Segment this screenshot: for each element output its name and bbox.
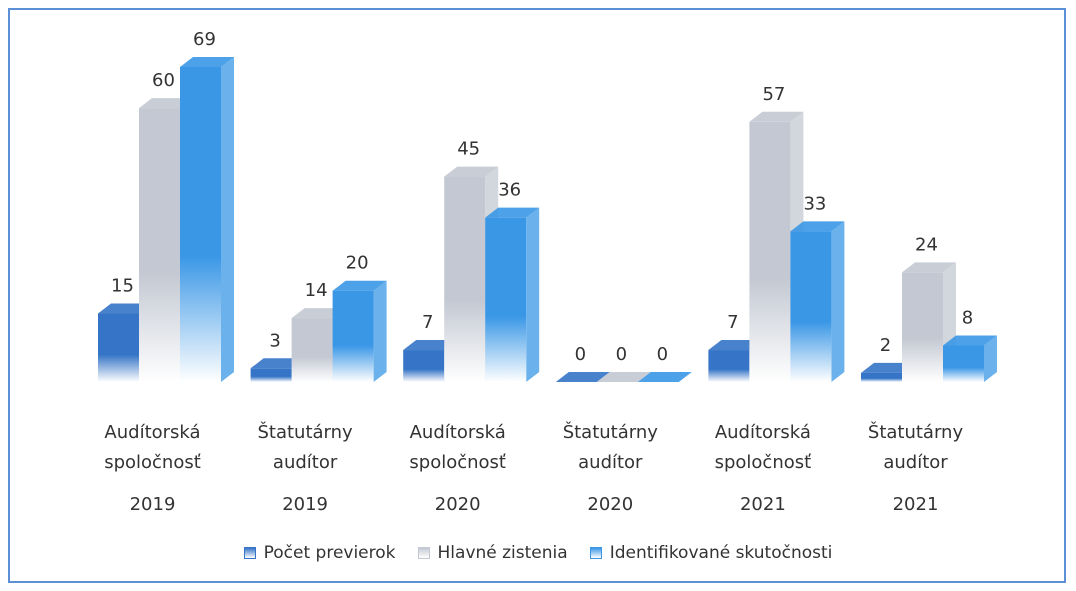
data-label: 20: [346, 253, 369, 274]
data-label: 7: [727, 312, 738, 333]
data-label: 15: [111, 276, 134, 297]
bar: [250, 368, 292, 382]
bar-top: [485, 207, 540, 218]
bar: [790, 231, 832, 382]
x-tick-year: 2021: [892, 494, 939, 515]
x-tick-year: 2019: [129, 494, 176, 515]
data-label: 0: [657, 344, 668, 365]
data-label: 33: [803, 193, 826, 214]
x-tick-label: Audítorská spoločnosť: [409, 422, 506, 473]
bar: [485, 217, 527, 382]
x-tick-label: Štatutárny audítor: [867, 422, 964, 473]
bar-top: [139, 98, 193, 109]
bar-top: [749, 111, 804, 122]
bar-top: [332, 280, 387, 291]
data-label: 7: [422, 312, 433, 333]
bar: [403, 350, 445, 382]
bar-side: [373, 280, 387, 382]
bar-top: [943, 335, 997, 346]
data-label: 3: [269, 330, 280, 351]
legend: Počet previerok Hlavné zistenia Identifiko…: [0, 543, 1076, 563]
data-label: 60: [152, 70, 175, 91]
bar-top: [250, 358, 305, 369]
x-tick-label: Štatutárny audítor: [562, 422, 658, 473]
data-label: 69: [193, 29, 216, 50]
legend-item: Hlavné zistenia: [417, 543, 568, 563]
data-label: 0: [616, 344, 627, 365]
bar: [291, 318, 333, 382]
data-label: 36: [498, 180, 521, 201]
bar-side: [831, 221, 845, 382]
data-label: 0: [575, 344, 586, 365]
frame: [8, 8, 1066, 583]
bar-top: [790, 221, 845, 232]
bar-top: [637, 372, 692, 382]
data-label: 14: [305, 280, 328, 301]
bar: [139, 108, 180, 382]
x-tick-label: Štatutárny audítor: [257, 422, 353, 473]
bar: [749, 121, 791, 383]
legend-item: Počet previerok: [243, 543, 396, 563]
bar: [444, 176, 486, 382]
legend-label: Identifikované skutočnosti: [609, 543, 833, 563]
data-label: 8: [962, 307, 973, 328]
bar-top: [555, 372, 610, 382]
legend-label: Hlavné zistenia: [437, 543, 568, 563]
bar-top: [444, 166, 499, 177]
data-label: 24: [915, 234, 938, 255]
data-label: 57: [762, 84, 785, 105]
bar-top: [708, 340, 763, 351]
bar: [180, 67, 221, 382]
bar-side: [984, 335, 997, 382]
bar-top: [861, 362, 915, 373]
data-label: 2: [880, 335, 891, 356]
bar: [98, 313, 139, 382]
bar-top: [596, 372, 651, 382]
bar-top: [902, 262, 956, 273]
legend-swatch: [243, 547, 256, 559]
x-tick-year: 2019: [282, 494, 328, 515]
x-tick-year: 2020: [587, 494, 634, 515]
x-tick-year: 2020: [434, 494, 481, 515]
bar-top: [403, 340, 458, 351]
bar-side: [221, 57, 234, 382]
bar: [708, 350, 750, 382]
legend-swatch: [589, 547, 602, 559]
data-label: 45: [457, 139, 480, 160]
bar-top: [180, 57, 234, 67]
legend-swatch: [417, 547, 430, 559]
x-tick-label: Audítorská spoločnosť: [714, 422, 812, 473]
bar: [902, 272, 943, 382]
x-tick-label: Audítorská spoločnosť: [104, 422, 201, 473]
x-tick-year: 2021: [739, 494, 786, 515]
bar-top: [98, 303, 152, 314]
bar-side: [526, 207, 540, 382]
bar: [861, 372, 902, 382]
bar-top: [291, 308, 346, 319]
bar: [332, 290, 374, 382]
legend-item: Identifikované skutočnosti: [589, 543, 833, 563]
bar: [943, 345, 984, 382]
legend-label: Počet previerok: [263, 543, 396, 563]
